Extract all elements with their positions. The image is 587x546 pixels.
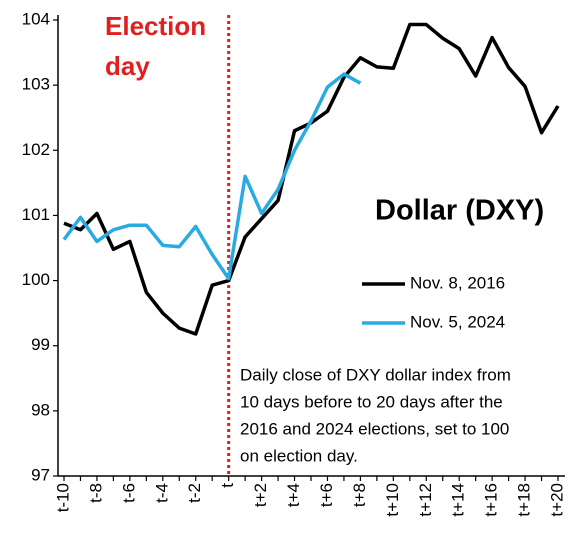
x-tick-label: t+2 [251, 483, 270, 507]
x-tick-label: t+12 [416, 483, 435, 517]
y-tick-label: 98 [31, 400, 50, 419]
x-tick-label: t [218, 483, 237, 488]
annotation: day [105, 51, 150, 81]
x-tick-label: t-8 [86, 483, 105, 503]
x-tick-label: t-6 [119, 483, 138, 503]
x-tick-label: t-4 [152, 483, 171, 503]
legend-label: Nov. 8, 2016 [410, 273, 505, 292]
y-tick-label: 97 [31, 465, 50, 484]
x-tick-label: t+20 [547, 483, 566, 517]
series-line [62, 72, 362, 281]
note-line: on election day. [240, 446, 358, 465]
y-tick-label: 104 [22, 9, 50, 28]
legend-label: Nov. 5, 2024 [410, 312, 505, 331]
x-tick-label: t+10 [383, 483, 402, 517]
y-tick-label: 102 [22, 140, 50, 159]
note-line: 2016 and 2024 elections, set to 100 [240, 419, 509, 438]
y-tick-label: 103 [22, 75, 50, 94]
x-tick-label: t-2 [185, 483, 204, 503]
chart-title: Dollar (DXY) [375, 195, 544, 227]
x-tick-label: t+6 [317, 483, 336, 507]
y-tick-label: 99 [31, 335, 50, 354]
note-line: Daily close of DXY dollar index from [240, 365, 511, 384]
y-tick-label: 100 [22, 270, 50, 289]
y-tick-label: 101 [22, 205, 50, 224]
x-tick-label: t+8 [350, 483, 369, 507]
x-tick-label: t+16 [482, 483, 501, 517]
x-tick-label: t-10 [53, 483, 72, 512]
annotation: Election [105, 11, 206, 41]
note-line: 10 days before to 20 days after the [240, 392, 503, 411]
x-tick-label: t+14 [449, 483, 468, 517]
x-tick-label: t+4 [284, 483, 303, 507]
x-tick-label: t+18 [515, 483, 534, 517]
